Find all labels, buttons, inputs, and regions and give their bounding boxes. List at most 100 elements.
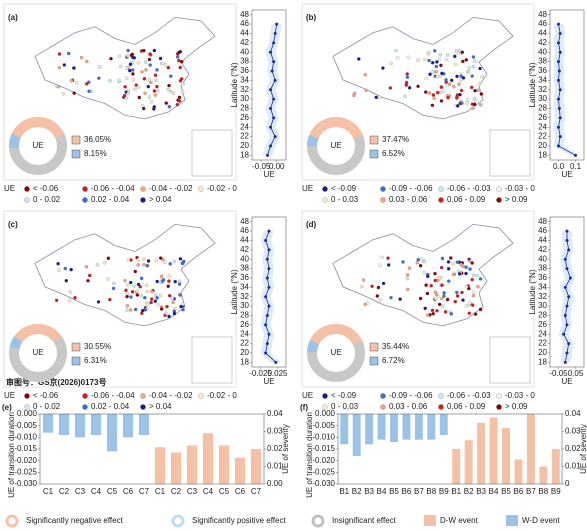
legend-label: > 0.09 [505,402,528,411]
x-tick-label: B4 [377,487,387,496]
map-station [177,99,182,103]
map-station [144,68,148,72]
map-station [167,314,171,319]
x-tick-label: C2 [171,487,182,496]
map-station [97,76,101,80]
map-station [164,311,168,315]
y-tick-label: -0.005 [312,421,335,430]
map-station [158,256,163,260]
map-station [381,281,386,286]
bar [106,414,118,452]
map-station [453,299,457,304]
bar [352,414,361,456]
map-note: 审图号：GS京(2026)0173号 [6,377,106,387]
map-station [467,69,471,74]
map-station [433,296,438,301]
map-station [366,301,370,305]
profile-point [558,135,562,139]
positive-share: 6.52% [382,149,405,158]
map-station [166,284,170,288]
legend-label: < -0.06 [33,184,59,193]
y2-tick-label: 0.04 [565,409,581,418]
y-tick-label: 0.000 [17,409,38,418]
map-station [169,90,173,94]
map-station [464,285,469,289]
bar [390,414,398,442]
y-tick-label: 38 [240,264,249,273]
profile-point [269,125,273,129]
x-tick-label: C3 [187,487,198,496]
map-station [152,105,156,109]
map-station [125,76,129,80]
legend-label: 0.02 - 0.04 [91,402,130,411]
map-station [150,289,154,294]
map-station [461,59,465,64]
y-axis-label: Latitude (°N) [528,62,537,107]
map-station [131,72,135,76]
map-station [139,293,143,298]
y-tick-label: 44 [240,29,249,38]
y-tick-label: 22 [240,339,249,348]
y-tick-label: 34 [538,75,547,84]
map-outline [34,223,216,327]
map-inset [489,129,531,177]
map-station [460,101,464,105]
x-tick-label: C5 [107,487,118,496]
map-station [438,74,442,78]
bar [551,449,560,484]
map-station [125,304,130,308]
y-tick-label: 38 [538,57,547,66]
y2-tick-label: 0.00 [267,479,283,488]
map-station [152,48,157,53]
map-station [167,105,171,109]
map-station [440,71,444,76]
map-station [159,274,164,278]
map-station [106,256,111,260]
map-station [61,92,66,96]
map-station [175,102,180,107]
panel-label: (d) [306,220,317,229]
y-tick-label: -0.015 [312,444,335,453]
map-station [131,78,135,82]
map-station [117,78,121,83]
profile-point [563,313,567,317]
y-tick-label: 34 [240,282,249,291]
y-tick-label: 30 [240,94,249,103]
x-tick-label: B2 [352,487,362,496]
map-station [464,265,468,269]
map-station [178,65,182,70]
map-station [405,276,410,281]
map-station [142,48,146,53]
map-station [146,259,151,263]
map-station [69,79,74,83]
y-tick-label: 26 [240,320,249,329]
map-station [148,63,152,67]
map-station [154,258,159,262]
effect-label: Insignificant effect [332,516,397,525]
x-tick-label: C4 [91,487,102,496]
map-station [464,304,469,308]
map-station [447,279,451,283]
bar [202,433,214,484]
map-station [446,260,451,264]
x-tick-label: B7 [526,487,536,496]
y-tick-label: 48 [240,10,249,19]
x-tick-label: C1 [155,487,166,496]
legend-marker [496,404,502,410]
negative-swatch [369,135,379,145]
profile-point [557,60,560,64]
profile-point [565,267,569,271]
series-swatch [424,515,436,526]
negative-share: 37.47% [382,135,409,144]
profile-point [269,144,273,148]
y-tick-label: 20 [240,141,249,150]
map-station [128,62,133,66]
map-station [361,278,366,282]
map-station [125,294,129,299]
legend-label: > 0.04 [149,402,172,411]
map-station [455,260,460,264]
y-axis-label: UE of transition duration [305,412,314,498]
y2-tick-label: 0.04 [267,409,283,418]
legend-marker [140,197,146,203]
x-tick-label: B6 [402,487,412,496]
